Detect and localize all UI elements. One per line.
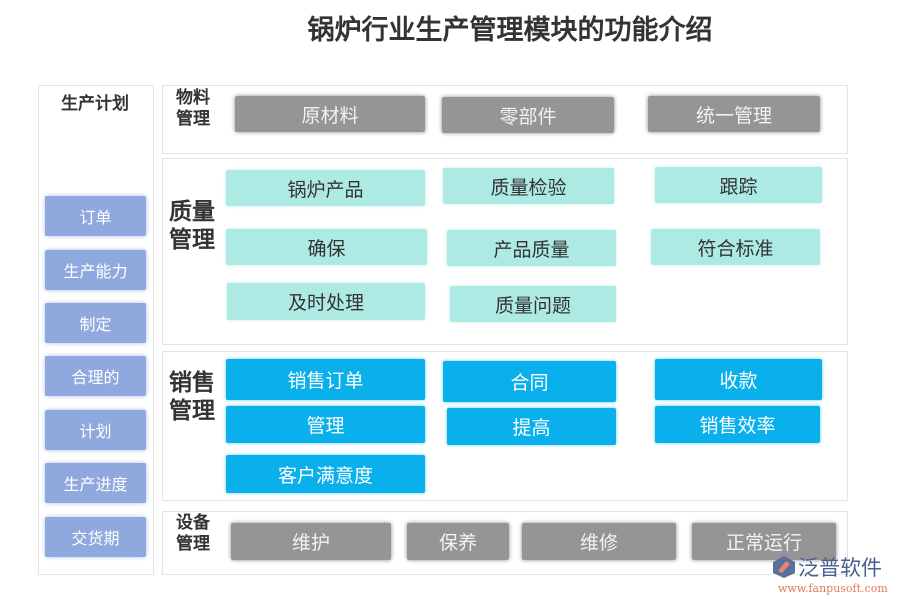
section-label: 销售管理 bbox=[169, 369, 215, 424]
sidebar-item[interactable]: 合理的 bbox=[45, 356, 146, 396]
sidebar-title: 生产计划 bbox=[61, 94, 129, 114]
section-item[interactable]: 原材料 bbox=[235, 96, 425, 132]
sidebar-item[interactable]: 订单 bbox=[45, 196, 146, 236]
section-item[interactable]: 质量问题 bbox=[450, 286, 616, 322]
section-item[interactable]: 锅炉产品 bbox=[226, 170, 425, 206]
watermark-logo: 泛普软件 www.fanpusoft.com bbox=[772, 552, 888, 595]
section-item[interactable]: 产品质量 bbox=[447, 230, 616, 266]
section-item[interactable]: 符合标准 bbox=[651, 229, 820, 265]
sidebar-item[interactable]: 计划 bbox=[45, 410, 146, 450]
section-item[interactable]: 确保 bbox=[226, 229, 427, 265]
watermark-name: 泛普软件 bbox=[798, 556, 882, 580]
sidebar-item[interactable]: 生产能力 bbox=[45, 250, 146, 290]
section-item[interactable]: 管理 bbox=[226, 406, 425, 443]
sidebar-item[interactable]: 交货期 bbox=[45, 517, 146, 557]
section-item[interactable]: 维修 bbox=[522, 523, 676, 560]
section-item[interactable]: 维护 bbox=[231, 523, 391, 560]
section-item[interactable]: 销售效率 bbox=[655, 406, 820, 443]
section-item[interactable]: 跟踪 bbox=[655, 167, 822, 203]
section-item[interactable]: 保养 bbox=[407, 523, 509, 560]
section-item[interactable]: 合同 bbox=[443, 361, 616, 402]
sidebar-item[interactable]: 生产进度 bbox=[45, 463, 146, 503]
section-item[interactable]: 及时处理 bbox=[227, 283, 425, 320]
section-item[interactable]: 客户满意度 bbox=[226, 455, 425, 493]
section-item[interactable]: 统一管理 bbox=[648, 96, 820, 132]
watermark-url: www.fanpusoft.com bbox=[778, 582, 888, 595]
section-label: 设备管理 bbox=[176, 513, 210, 555]
section-label: 质量管理 bbox=[169, 198, 215, 253]
section-item[interactable]: 销售订单 bbox=[226, 359, 425, 400]
section-item[interactable]: 提高 bbox=[447, 408, 616, 445]
section-label: 物料管理 bbox=[176, 88, 210, 130]
section-item[interactable]: 正常运行 bbox=[692, 523, 836, 560]
logo-icon bbox=[773, 556, 795, 578]
sidebar-item[interactable]: 制定 bbox=[45, 303, 146, 343]
page-title: 锅炉行业生产管理模块的功能介绍 bbox=[307, 15, 713, 46]
section-item[interactable]: 质量检验 bbox=[443, 168, 614, 204]
section-item[interactable]: 零部件 bbox=[442, 97, 614, 133]
section-item[interactable]: 收款 bbox=[655, 359, 822, 400]
